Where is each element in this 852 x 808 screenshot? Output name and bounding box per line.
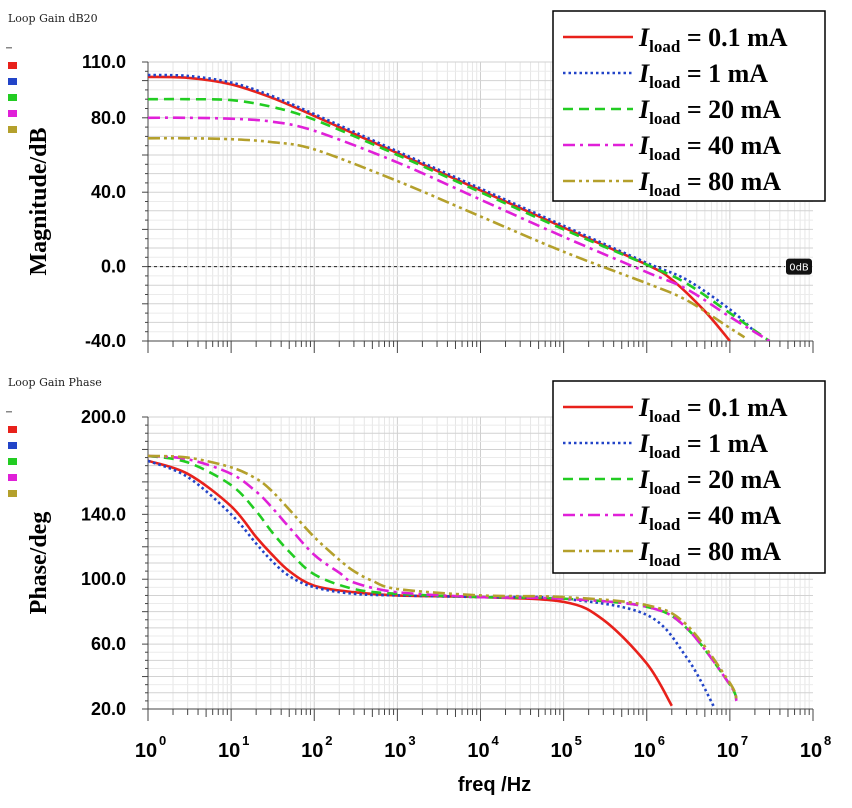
series-line-0: [148, 459, 673, 707]
x-tick-label: 10: [218, 740, 240, 762]
x-tick-exponent: 8: [824, 733, 831, 748]
legend-entry-2: Iload = 20 mA: [638, 465, 781, 498]
series-swatch: [8, 94, 17, 101]
x-tick-label: 10: [135, 740, 157, 762]
legend-entry-2: Iload = 20 mA: [638, 95, 781, 128]
series-line-1: [148, 459, 716, 709]
magnitude-panel: Loop Gain dB20 110.0 80.0 40.0 0.0 -40.0 0dB Ma…: [6, 10, 826, 353]
series-swatch: [8, 78, 17, 85]
series-swatch: [8, 442, 17, 449]
panel-title: Loop Gain dB20: [8, 12, 98, 25]
y-tick-label: 100.0: [81, 569, 126, 589]
legend-entry-4: Iload = 80 mA: [638, 167, 781, 200]
series-line-4: [148, 136, 746, 339]
series-line-3: [148, 454, 738, 702]
x-tick-label: 10: [800, 740, 822, 762]
y-tick-label: -40.0: [85, 331, 126, 351]
legend-entry-0: Iload = 0.1 mA: [638, 393, 788, 426]
series-swatch: [8, 426, 17, 433]
x-tick-exponent: 4: [492, 733, 500, 748]
x-tick-label: 10: [467, 740, 489, 762]
y-tick-label: 140.0: [81, 504, 126, 524]
y-axis-title: Phase/deg: [26, 512, 52, 615]
series-line-1: [148, 73, 756, 333]
y-tick-label: 40.0: [91, 182, 126, 202]
swatch-dash: [6, 411, 12, 413]
x-tick-label: 10: [384, 740, 406, 762]
y-tick-label: 0.0: [101, 257, 126, 277]
x-tick-label: 10: [634, 740, 656, 762]
series-swatch: [8, 62, 17, 69]
series-swatch: [8, 458, 17, 465]
series-line-3: [148, 116, 771, 341]
series-line-4: [148, 454, 738, 702]
legend-entry-1: Iload = 1 mA: [638, 429, 768, 462]
y-tick-label: 110.0: [82, 52, 126, 72]
x-tick-exponent: 6: [658, 733, 665, 748]
legend-entry-0: Iload = 0.1 mA: [638, 23, 788, 56]
zero-db-marker: [786, 258, 812, 275]
zero-db-marker-label: 0dB: [789, 263, 809, 274]
legend-entry-1: Iload = 1 mA: [638, 59, 768, 92]
x-tick-exponent: 7: [741, 733, 748, 748]
x-tick-exponent: 2: [325, 733, 332, 748]
series-group: [148, 73, 771, 341]
series-swatch: [8, 474, 17, 481]
x-tick-exponent: 5: [575, 733, 582, 748]
x-tick-exponent: 0: [159, 733, 166, 748]
y-tick-label: 80.0: [91, 108, 126, 128]
panel-title: Loop Gain Phase: [8, 376, 102, 389]
x-tick-label: 10: [301, 740, 323, 762]
x-tick-label: 10: [551, 740, 573, 762]
x-tick-exponent: 1: [242, 733, 249, 748]
series-swatch: [8, 110, 17, 117]
y-tick-label: 20.0: [91, 699, 126, 719]
series-group: [148, 454, 738, 709]
series-line-2: [148, 97, 771, 341]
series-swatch: [8, 126, 17, 133]
y-tick-label: 200.0: [81, 407, 126, 427]
y-tick-label: 60.0: [91, 634, 126, 654]
legend-box: [552, 380, 826, 574]
x-tick-exponent: 3: [408, 733, 415, 748]
x-axis-title: freq /Hz: [458, 774, 531, 796]
series-line-0: [148, 75, 731, 341]
x-tick-label: 10: [717, 740, 739, 762]
phase-panel: Loop Gain Phase 200.0 140.0 100.0 60.0 20.0 Ph…: [6, 376, 831, 796]
legend-entry-3: Iload = 40 mA: [638, 501, 781, 534]
swatch-dash: [6, 47, 12, 49]
legend-entry-4: Iload = 80 mA: [638, 537, 781, 570]
series-swatch: [8, 490, 17, 497]
legend-box: [552, 10, 826, 202]
y-axis-title: Magnitude/dB: [26, 127, 52, 275]
legend-entry-3: Iload = 40 mA: [638, 131, 781, 164]
